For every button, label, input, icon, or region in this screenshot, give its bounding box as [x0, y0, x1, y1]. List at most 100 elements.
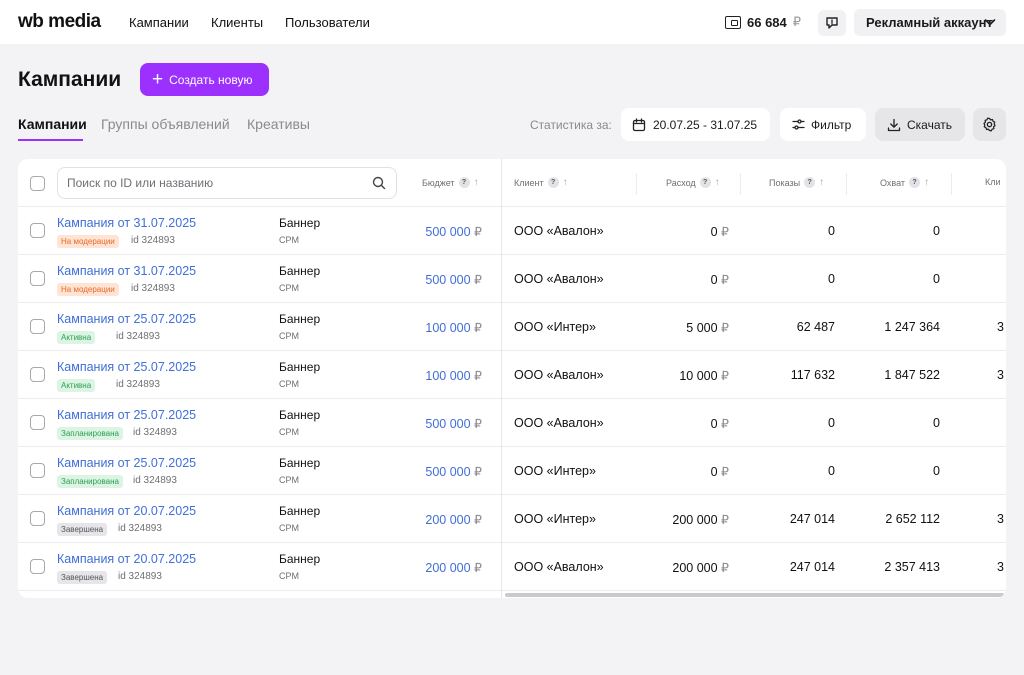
column-header-budget[interactable]: Бюджет ? ↑	[422, 177, 479, 188]
account-selector[interactable]: Рекламный аккаунт	[854, 9, 1006, 36]
help-icon[interactable]: ?	[699, 177, 711, 188]
shows-value: 0	[828, 416, 835, 430]
budget-value[interactable]: 500 000 ₽	[425, 224, 482, 239]
search-icon[interactable]	[372, 176, 386, 190]
spend-amount: 200 000	[672, 513, 718, 527]
status-badge: Запланирована	[57, 475, 123, 488]
row-checkbox[interactable]	[30, 415, 45, 430]
budget-value[interactable]: 200 000 ₽	[425, 512, 482, 527]
column-divider	[951, 173, 952, 195]
campaign-id: id 324893	[133, 427, 177, 438]
campaign-name-link[interactable]: Кампания от 25.07.2025	[57, 312, 197, 326]
column-header-clicks[interactable]: Кли	[985, 177, 1001, 187]
row-checkbox[interactable]	[30, 511, 45, 526]
tab-creatives[interactable]: Креативы	[247, 116, 310, 132]
table-settings-button[interactable]	[973, 108, 1006, 141]
campaign-name-link[interactable]: Кампания от 25.07.2025	[57, 456, 197, 470]
help-icon[interactable]: ?	[909, 177, 921, 188]
select-all-checkbox[interactable]	[30, 176, 45, 191]
search-box	[57, 167, 397, 199]
row-checkbox[interactable]	[30, 271, 45, 286]
budget-value[interactable]: 200 000 ₽	[425, 560, 482, 575]
spend-value: 200 000 ₽	[672, 512, 729, 527]
column-header-shows[interactable]: Показы ? ↑	[769, 177, 824, 188]
budget-value[interactable]: 500 000 ₽	[425, 272, 482, 287]
calendar-icon	[632, 117, 646, 131]
help-icon[interactable]: ?	[458, 177, 470, 188]
table-row[interactable]: Кампания от 31.07.2025 На модерации id 324…	[18, 207, 1006, 255]
sort-arrow-icon[interactable]: ↑	[562, 177, 568, 188]
row-checkbox[interactable]	[30, 319, 45, 334]
spend-value: 0 ₽	[711, 224, 729, 239]
table-row[interactable]: Кампания от 25.07.2025 Активна id 324893 Ба…	[18, 351, 1006, 399]
tab-ad-groups[interactable]: Группы объявлений	[101, 116, 230, 132]
budget-amount: 100 000	[425, 321, 471, 335]
table-row[interactable]: Кампания от 20.07.2025 Завершена id 324893…	[18, 495, 1006, 543]
row-checkbox[interactable]	[30, 463, 45, 478]
clicks-value: 3	[997, 368, 1004, 382]
column-header-spend[interactable]: Расход ? ↑	[666, 177, 720, 188]
campaign-id: id 324893	[131, 283, 175, 294]
logo[interactable]: wb media	[18, 11, 101, 32]
sort-arrow-icon[interactable]: ↑	[924, 177, 930, 188]
campaign-name-link[interactable]: Кампания от 20.07.2025	[57, 552, 197, 566]
date-range-picker[interactable]: 20.07.25 - 31.07.25	[621, 108, 770, 141]
nav-users[interactable]: Пользователи	[285, 15, 370, 30]
table-row[interactable]: Кампания от 25.07.2025 Запланирована id 32…	[18, 447, 1006, 495]
campaign-name-link[interactable]: Кампания от 25.07.2025	[57, 408, 197, 422]
row-checkbox[interactable]	[30, 367, 45, 382]
sticky-column-divider	[501, 159, 502, 598]
nav-clients[interactable]: Клиенты	[211, 15, 264, 30]
horizontal-scrollbar[interactable]	[505, 593, 1004, 597]
active-tab-indicator	[18, 139, 83, 141]
campaign-name-link[interactable]: Кампания от 20.07.2025	[57, 504, 197, 518]
table-row[interactable]: Кампания от 31.07.2025 На модерации id 324…	[18, 255, 1006, 303]
table-row[interactable]: Кампания от 20.07.2025 Завершена id 324893…	[18, 543, 1006, 591]
row-checkbox[interactable]	[30, 223, 45, 238]
status-badge: Запланирована	[57, 427, 123, 440]
reach-value: 0	[933, 224, 940, 238]
budget-value[interactable]: 500 000 ₽	[425, 464, 482, 479]
budget-amount: 500 000	[425, 417, 471, 431]
pricing-model: CPM	[279, 235, 299, 245]
spend-value: 200 000 ₽	[672, 560, 729, 575]
help-icon[interactable]: ?	[804, 177, 816, 188]
ad-type: Баннер	[279, 504, 321, 518]
budget-value[interactable]: 100 000 ₽	[425, 368, 482, 383]
budget-amount: 100 000	[425, 369, 471, 383]
currency-sign: ₽	[721, 225, 729, 239]
budget-value[interactable]: 500 000 ₽	[425, 416, 482, 431]
ad-type: Баннер	[279, 552, 321, 566]
spend-value: 10 000 ₽	[679, 368, 729, 383]
clicks-value: 3	[997, 512, 1004, 526]
campaign-name-link[interactable]: Кампания от 31.07.2025	[57, 216, 197, 230]
column-divider	[846, 173, 847, 195]
table-row[interactable]: Кампания от 25.07.2025 Активна id 324893 Ба…	[18, 303, 1006, 351]
campaign-name-link[interactable]: Кампания от 25.07.2025	[57, 360, 197, 374]
budget-amount: 200 000	[425, 561, 471, 575]
download-button[interactable]: Скачать	[875, 108, 965, 141]
row-checkbox[interactable]	[30, 559, 45, 574]
support-chat-button[interactable]	[818, 10, 846, 36]
sort-arrow-icon[interactable]: ↑	[473, 177, 479, 188]
table-row[interactable]: Кампания от 25.07.2025 Запланирована id 32…	[18, 399, 1006, 447]
create-campaign-button[interactable]: + Создать новую	[140, 63, 269, 96]
currency-sign: ₽	[721, 561, 729, 575]
nav-campaigns[interactable]: Кампании	[129, 15, 189, 30]
column-header-client[interactable]: Клиент ? ↑	[514, 177, 568, 188]
column-header-reach[interactable]: Охват ? ↑	[880, 177, 929, 188]
shows-value: 0	[828, 224, 835, 238]
campaign-name-link[interactable]: Кампания от 31.07.2025	[57, 264, 197, 278]
currency-sign: ₽	[474, 417, 482, 431]
statistics-label: Статистика за:	[530, 118, 612, 132]
balance[interactable]: 66 684 ₽	[725, 14, 801, 30]
spend-value: 0 ₽	[711, 416, 729, 431]
filter-button[interactable]: Фильтр	[780, 108, 866, 141]
campaign-id: id 324893	[116, 331, 160, 342]
sort-arrow-icon[interactable]: ↑	[714, 177, 720, 188]
tab-campaigns[interactable]: Кампании	[18, 116, 87, 132]
search-input[interactable]	[58, 168, 358, 198]
budget-value[interactable]: 100 000 ₽	[425, 320, 482, 335]
sort-arrow-icon[interactable]: ↑	[819, 177, 825, 188]
help-icon[interactable]: ?	[547, 177, 559, 188]
